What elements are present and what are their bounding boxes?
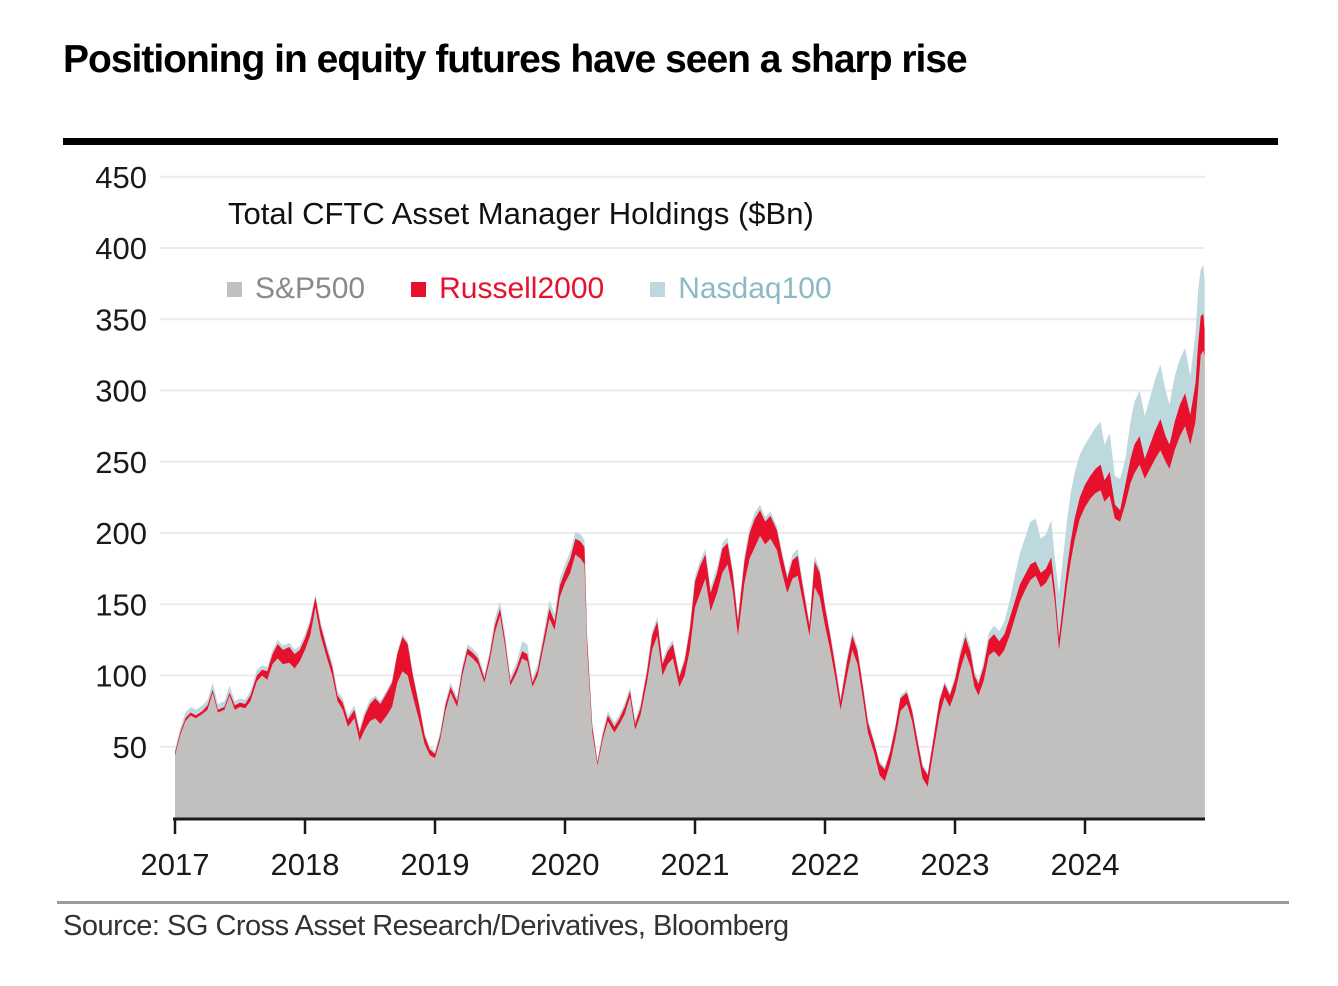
y-axis-tick-label: 200 <box>95 516 147 551</box>
x-axis-tick-label: 2020 <box>531 847 600 882</box>
x-axis-tick-label: 2017 <box>141 847 210 882</box>
y-axis-tick-label: 350 <box>95 302 147 337</box>
x-axis-tick-label: 2023 <box>921 847 990 882</box>
legend-label-sp500: S&P500 <box>255 272 366 305</box>
legend-label-nasdaq100: Nasdaq100 <box>678 272 832 305</box>
legend-item-sp500: S&P500 <box>227 272 365 306</box>
legend-item-nasdaq100: Nasdaq100 <box>650 272 832 306</box>
nasdaq100-swatch-icon <box>650 281 666 297</box>
page-title: Positioning in equity futures have seen … <box>63 38 968 81</box>
title-divider-rule <box>63 138 1278 145</box>
chart-legend: S&P500 Russell2000 Nasdaq100 <box>227 272 832 306</box>
russell2000-swatch-icon <box>411 281 427 297</box>
y-axis-tick-label: 400 <box>95 231 147 266</box>
y-axis-tick-label: 450 <box>95 160 147 195</box>
x-axis-tick-label: 2021 <box>661 847 730 882</box>
x-axis-tick-label: 2019 <box>401 847 470 882</box>
source-divider-rule <box>57 901 1289 904</box>
x-axis-tick-label: 2024 <box>1051 847 1120 882</box>
legend-label-russell2000: Russell2000 <box>439 272 605 305</box>
y-axis-tick-label: 100 <box>95 659 147 694</box>
y-axis-tick-label: 50 <box>113 730 147 765</box>
source-attribution: Source: SG Cross Asset Research/Derivati… <box>63 910 789 942</box>
y-axis-tick-label: 300 <box>95 374 147 409</box>
y-axis-tick-label: 150 <box>95 587 147 622</box>
russell2000-area <box>175 313 1205 818</box>
chart-subtitle: Total CFTC Asset Manager Holdings ($Bn) <box>228 196 814 231</box>
sp500-area <box>175 350 1205 818</box>
sp500-swatch-icon <box>227 281 242 297</box>
y-axis-tick-label: 250 <box>95 445 147 480</box>
x-axis-tick-label: 2018 <box>271 847 340 882</box>
legend-item-russell2000: Russell2000 <box>411 272 604 306</box>
x-axis-tick-label: 2022 <box>791 847 860 882</box>
